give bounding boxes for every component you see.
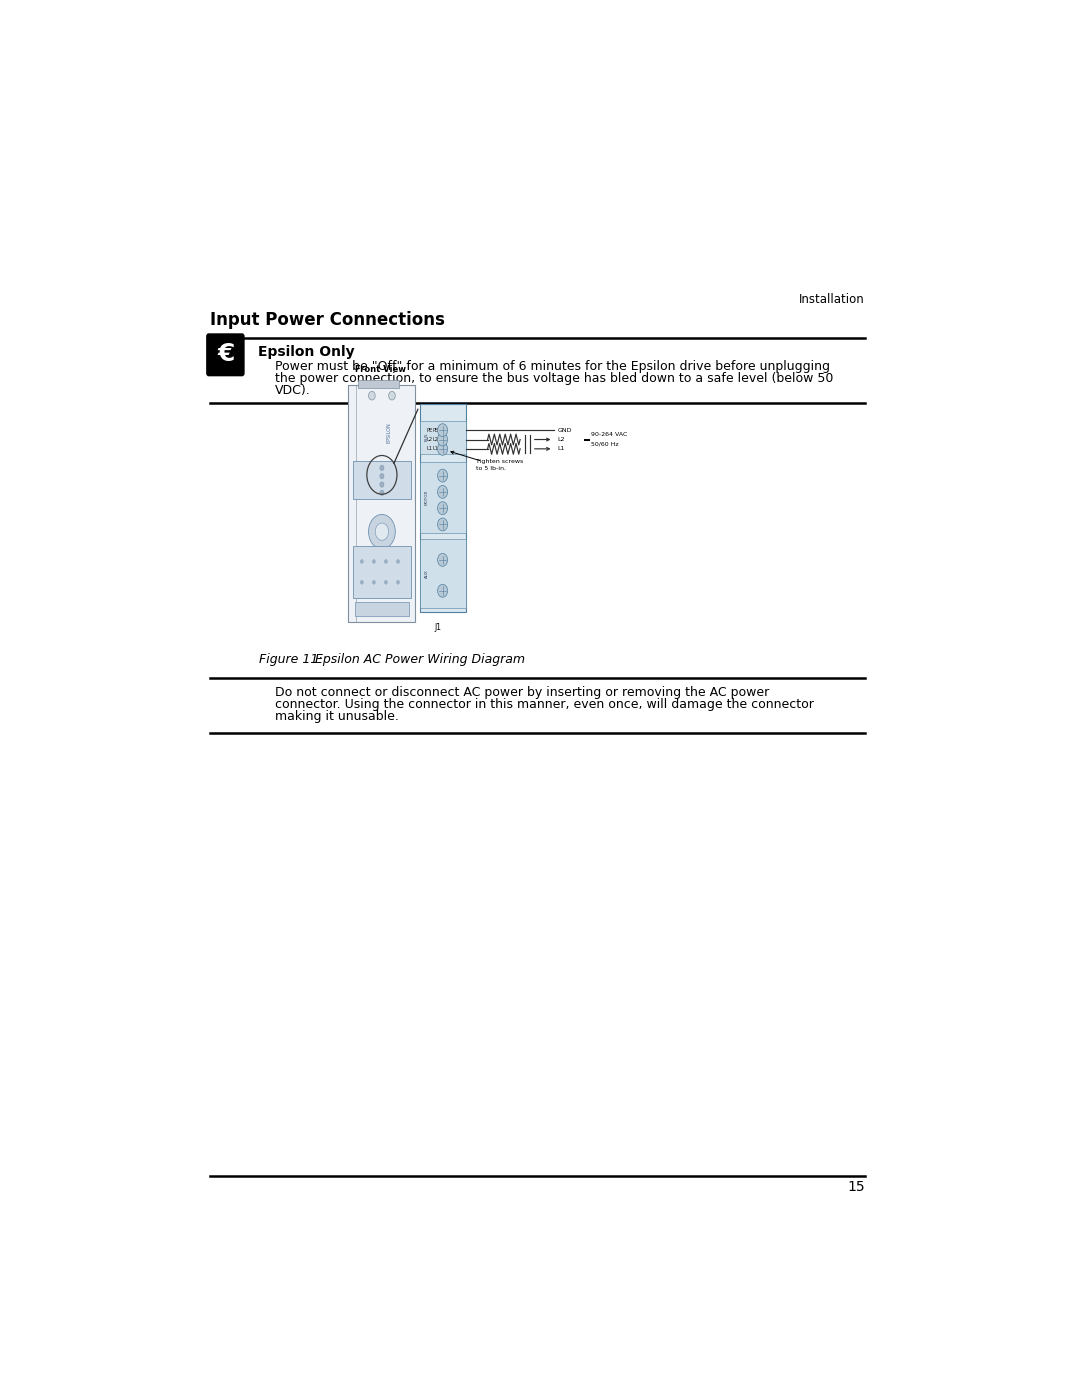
Circle shape [380, 490, 384, 496]
Text: Front View: Front View [355, 365, 406, 374]
Circle shape [368, 391, 375, 400]
Text: Power must be "Off" for a minimum of 6 minutes for the Epsilon drive before unpl: Power must be "Off" for a minimum of 6 m… [274, 360, 829, 373]
Text: 50/60 Hz: 50/60 Hz [591, 441, 619, 447]
Bar [420, 539, 465, 608]
Bar [420, 462, 465, 534]
Circle shape [437, 584, 447, 598]
Circle shape [380, 482, 384, 488]
Text: VDC).: VDC). [274, 384, 311, 397]
Text: PE: PE [432, 427, 438, 433]
Text: 15: 15 [847, 1180, 865, 1194]
Circle shape [396, 560, 400, 563]
Circle shape [368, 514, 395, 549]
FancyBboxPatch shape [206, 334, 245, 376]
Text: the power connection, to ensure the bus voltage has bled down to a safe level (b: the power connection, to ensure the bus … [274, 372, 833, 386]
Text: 90-264 VAC: 90-264 VAC [591, 432, 627, 437]
Bar [359, 380, 399, 388]
Text: L1: L1 [557, 447, 565, 451]
Circle shape [384, 560, 388, 563]
Circle shape [380, 465, 384, 471]
Text: L2: L2 [432, 437, 438, 441]
Circle shape [437, 423, 447, 437]
Circle shape [437, 502, 447, 514]
Text: L1: L1 [427, 447, 433, 451]
Text: BUS: BUS [424, 433, 429, 441]
Circle shape [373, 560, 376, 563]
Text: Input Power Connections: Input Power Connections [211, 312, 445, 330]
Circle shape [389, 391, 395, 400]
Text: GND: GND [557, 427, 572, 433]
Circle shape [437, 469, 447, 482]
Text: Do not connect or disconnect AC power by inserting or removing the AC power: Do not connect or disconnect AC power by… [274, 686, 769, 698]
Text: connector. Using the connector in this manner, even once, will damage the connec: connector. Using the connector in this m… [274, 698, 813, 711]
Text: Tighten screws
to 5 lb-in.: Tighten screws to 5 lb-in. [475, 460, 523, 471]
Text: AUX: AUX [424, 569, 429, 578]
Text: L2: L2 [427, 437, 433, 441]
Text: J1: J1 [434, 623, 442, 631]
Text: PE: PE [427, 427, 433, 433]
Bar [349, 386, 416, 622]
Circle shape [437, 518, 447, 531]
Circle shape [373, 580, 376, 584]
Circle shape [361, 580, 363, 584]
Text: Epsilon Only: Epsilon Only [258, 345, 354, 359]
Text: €: € [217, 342, 235, 366]
Text: Epsilon AC Power Wiring Diagram: Epsilon AC Power Wiring Diagram [315, 652, 525, 666]
Text: MOTOR: MOTOR [424, 490, 429, 506]
Bar [352, 546, 411, 598]
Circle shape [437, 443, 447, 455]
Bar [420, 404, 465, 612]
Circle shape [437, 433, 447, 446]
Text: Figure 11:: Figure 11: [259, 652, 323, 666]
Circle shape [361, 560, 363, 563]
Text: Installation: Installation [799, 293, 865, 306]
Bar [420, 420, 465, 454]
Circle shape [380, 474, 384, 479]
Circle shape [384, 580, 388, 584]
Circle shape [375, 522, 389, 541]
Text: making it unusable.: making it unusable. [274, 710, 399, 722]
Bar [352, 461, 411, 499]
Circle shape [396, 580, 400, 584]
Circle shape [437, 485, 447, 499]
Text: L1: L1 [432, 447, 438, 451]
Bar [355, 602, 408, 616]
Text: L2: L2 [557, 437, 565, 441]
Circle shape [437, 553, 447, 566]
Text: EPSILON: EPSILON [387, 422, 391, 443]
